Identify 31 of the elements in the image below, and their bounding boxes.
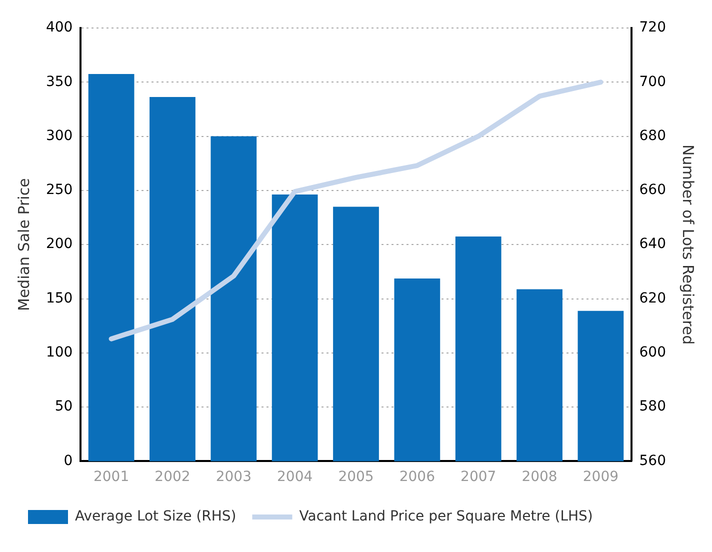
y-tick-label: 300 — [46, 128, 73, 144]
x-tick-label: 2004 — [277, 469, 313, 486]
y-tick-label: 350 — [46, 74, 73, 90]
x-tick-label: 2005 — [338, 469, 374, 486]
y2-tick-label: 660 — [639, 182, 666, 198]
x-tick-label: 2006 — [399, 469, 436, 486]
y-tick-label: 50 — [54, 398, 73, 415]
y2-tick-label: 600 — [639, 344, 666, 361]
y2-tick-label: 620 — [639, 290, 666, 306]
legend-label: Vacant Land Price per Square Metre (LHS) — [299, 508, 593, 525]
y-tick-label: 400 — [46, 20, 73, 36]
x-tick-label: 2001 — [93, 469, 130, 486]
y-tick-label: 100 — [46, 344, 73, 361]
y-tick-label: 150 — [46, 290, 73, 306]
y2-tick-label: 640 — [639, 236, 666, 252]
y2-tick-label: 720 — [639, 20, 666, 36]
y2-tick-label: 700 — [639, 74, 666, 90]
y2-axis-title: Number of Lots Registered — [679, 144, 698, 345]
y2-tick-label: 680 — [639, 128, 666, 144]
x-tick-label: 2009 — [582, 469, 619, 486]
x-tick-label: 2002 — [154, 469, 190, 486]
y2-tick-label: 580 — [639, 398, 666, 415]
y-axis-title: Median Sale Price — [14, 178, 33, 311]
y-tick-label: 200 — [46, 236, 73, 252]
y2-tick-label: 560 — [639, 452, 666, 469]
x-tick-label: 2003 — [216, 469, 252, 486]
y-tick-label: 250 — [46, 182, 73, 198]
x-tick-label: 2007 — [460, 469, 496, 486]
y-tick-label: 0 — [64, 452, 73, 469]
legend-label: Average Lot Size (RHS) — [75, 508, 236, 525]
x-tick-label: 2008 — [522, 469, 558, 486]
